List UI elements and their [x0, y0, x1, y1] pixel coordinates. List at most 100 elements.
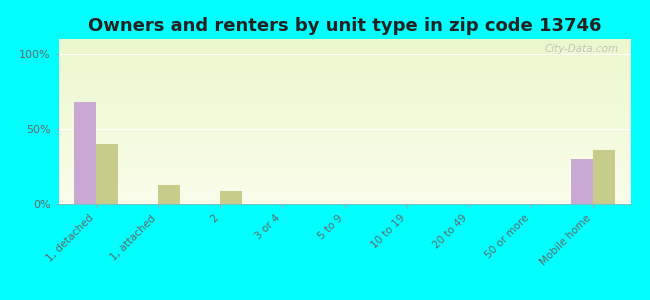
Bar: [58, 47, 630, 48]
Bar: [58, 161, 630, 162]
Bar: [58, 155, 630, 156]
Bar: [58, 122, 630, 123]
Bar: [58, 72, 630, 73]
Bar: [58, 92, 630, 93]
Bar: [58, 96, 630, 97]
Bar: [58, 70, 630, 71]
Bar: [58, 182, 630, 183]
Bar: [58, 141, 630, 142]
Bar: [58, 107, 630, 108]
Bar: [58, 58, 630, 59]
Bar: [58, 173, 630, 174]
Bar: [58, 142, 630, 143]
Bar: [58, 180, 630, 181]
Bar: [58, 105, 630, 106]
Bar: [58, 132, 630, 133]
Bar: [58, 45, 630, 46]
Bar: [58, 168, 630, 169]
Bar: [58, 184, 630, 185]
Bar: [58, 134, 630, 135]
Bar: [58, 191, 630, 192]
Bar: [58, 162, 630, 163]
Bar: [58, 59, 630, 60]
Bar: [58, 69, 630, 70]
Bar: [58, 121, 630, 122]
Bar: [58, 147, 630, 148]
Bar: [58, 71, 630, 72]
Bar: [58, 85, 630, 86]
Bar: [58, 126, 630, 127]
Bar: [58, 51, 630, 52]
Bar: [58, 179, 630, 180]
Bar: [58, 93, 630, 94]
Bar: [58, 202, 630, 203]
Title: Owners and renters by unit type in zip code 13746: Owners and renters by unit type in zip c…: [88, 17, 601, 35]
Bar: [58, 103, 630, 104]
Bar: [58, 131, 630, 132]
Bar: [58, 130, 630, 131]
Bar: [58, 128, 630, 129]
Bar: [96, 144, 118, 204]
Bar: [58, 178, 630, 179]
Bar: [58, 52, 630, 53]
Bar: [58, 164, 630, 165]
Bar: [58, 40, 630, 41]
Bar: [58, 127, 630, 128]
Bar: [58, 56, 630, 57]
Bar: [58, 99, 630, 100]
Bar: [58, 166, 630, 167]
Bar: [58, 43, 630, 44]
Bar: [58, 189, 630, 190]
Bar: [58, 115, 630, 116]
Bar: [58, 86, 630, 87]
Bar: [58, 68, 630, 69]
Bar: [58, 46, 630, 47]
Bar: [58, 137, 630, 138]
Bar: [58, 94, 630, 95]
Bar: [58, 199, 630, 200]
Bar: [58, 82, 630, 83]
Bar: [58, 39, 630, 40]
Bar: [58, 200, 630, 201]
Bar: [58, 124, 630, 125]
Bar: [58, 196, 630, 197]
Bar: [58, 113, 630, 114]
Bar: [58, 119, 630, 120]
Bar: [58, 40, 630, 41]
Bar: [58, 104, 630, 105]
Bar: [571, 159, 593, 204]
Bar: [58, 145, 630, 146]
Bar: [58, 95, 630, 96]
Bar: [58, 64, 630, 65]
Bar: [58, 188, 630, 189]
Bar: [158, 184, 180, 204]
Bar: [58, 176, 630, 177]
Bar: [58, 62, 630, 63]
Bar: [58, 157, 630, 158]
Bar: [58, 146, 630, 147]
Bar: [58, 78, 630, 79]
Bar: [58, 87, 630, 88]
Bar: [58, 177, 630, 178]
Bar: [593, 150, 615, 204]
Bar: [58, 53, 630, 54]
Bar: [58, 120, 630, 121]
Bar: [58, 138, 630, 139]
Bar: [58, 151, 630, 152]
Bar: [58, 169, 630, 170]
Bar: [58, 174, 630, 175]
Bar: [58, 158, 630, 159]
Bar: [58, 170, 630, 171]
Bar: [58, 144, 630, 145]
Bar: [58, 198, 630, 199]
Bar: [58, 156, 630, 157]
Bar: [58, 98, 630, 99]
Bar: [58, 61, 630, 62]
Bar: [58, 194, 630, 195]
Bar: [58, 190, 630, 191]
Bar: [58, 152, 630, 153]
Bar: [58, 167, 630, 168]
Bar: [58, 185, 630, 186]
Bar: [58, 165, 630, 166]
Bar: [58, 172, 630, 173]
